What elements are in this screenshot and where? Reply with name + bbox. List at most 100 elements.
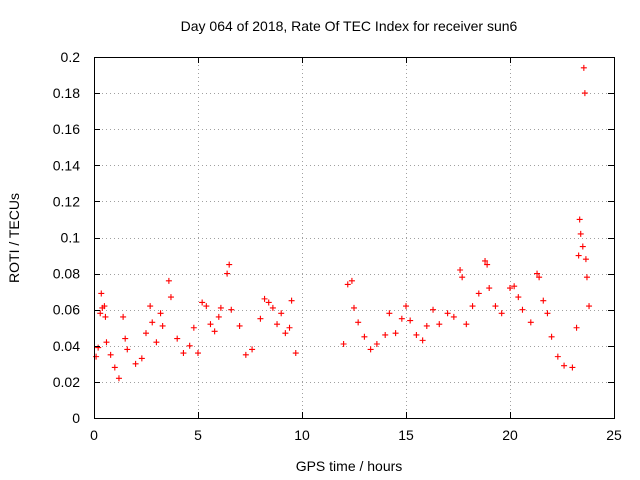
data-point [581,90,588,97]
y-tick-label: 0.12 [53,193,80,209]
data-point [463,321,470,328]
data-point [98,290,105,297]
data-point [282,330,289,337]
data-point [544,310,551,317]
data-point [269,304,276,311]
y-tick-label: 0.02 [53,374,80,390]
data-point [511,283,518,290]
data-point [583,274,590,281]
data-point [265,299,272,306]
data-point [165,277,172,284]
data-point [286,324,293,331]
data-point [351,304,357,311]
chart-title: Day 064 of 2018, Rate Of TEC Index for r… [181,18,518,34]
y-tick-label: 0.18 [53,85,80,101]
data-point [484,261,491,268]
x-tick-label: 5 [194,427,202,443]
y-tick-label: 0.06 [53,302,80,318]
y-tick-label: 0.1 [61,230,81,246]
data-point [573,324,580,331]
data-point [207,321,214,328]
y-axis-tick-labels: 0 0.02 0.04 0.06 0.08 0.1 0.12 0.14 0.16 0.18 0.2 [53,49,80,426]
data-point [498,310,505,317]
data-point [138,355,145,362]
data-point [348,277,355,284]
data-point [101,303,108,310]
data-point [527,319,534,326]
y-axis-label: ROTI / TECUs [6,193,22,283]
data-point [413,331,420,338]
data-point [475,290,482,297]
data-point [430,306,437,313]
data-point [278,310,285,317]
data-point [149,319,156,326]
data-point [457,266,464,273]
data-point [548,333,555,340]
data-point [536,274,543,281]
y-tick-label: 0 [72,410,80,426]
data-point [561,362,568,369]
data-point [419,337,426,344]
data-point [120,313,127,320]
data-point [228,306,235,313]
data-point [93,353,100,360]
x-axis-label: GPS time / hours [296,458,403,474]
data-point [519,306,526,313]
data-point [224,270,231,277]
data-point [257,315,264,322]
data-point [215,313,222,320]
data-point [450,313,457,320]
y-tick-label: 0.08 [53,266,80,282]
data-point [344,281,351,288]
y-tick-label: 0.2 [61,49,81,65]
data-point [292,350,299,357]
data-point [554,353,561,360]
data-point [103,339,110,346]
x-tick-label: 10 [294,427,310,443]
data-point [569,364,576,371]
data-point [586,303,593,310]
data-point [115,375,122,382]
data-point [143,330,149,337]
data-point [132,360,139,367]
data-point [102,313,109,320]
data-point [203,303,210,310]
data-point [507,285,513,292]
data-point [97,310,104,317]
data-point [159,322,166,329]
data-points [93,64,593,382]
data-point [195,350,201,357]
data-point [153,339,160,346]
data-point [124,346,131,353]
data-point [382,331,389,338]
data-point [367,346,374,353]
data-point [122,335,129,342]
data-point [482,257,489,264]
data-point [534,270,541,277]
data-point [167,294,174,301]
data-point [157,310,164,317]
y-tick-label: 0.14 [53,157,80,173]
axis-ticks [94,57,615,419]
data-point [147,303,154,310]
data-point [111,364,118,371]
grid-lines [94,57,614,418]
data-point [211,328,218,335]
x-axis-tick-labels: 0 5 10 15 20 25 [90,427,622,443]
data-point [174,335,181,342]
data-point [107,351,114,358]
data-point [242,351,249,358]
data-point [515,294,522,301]
data-point [186,342,193,349]
data-point [190,324,197,331]
data-point [407,317,414,324]
data-point [288,297,295,304]
y-tick-label: 0.04 [53,338,80,354]
data-point [95,344,102,351]
data-point [575,252,582,259]
data-point [579,243,586,250]
data-point [355,319,362,326]
data-point [392,330,399,337]
data-point [576,216,583,223]
